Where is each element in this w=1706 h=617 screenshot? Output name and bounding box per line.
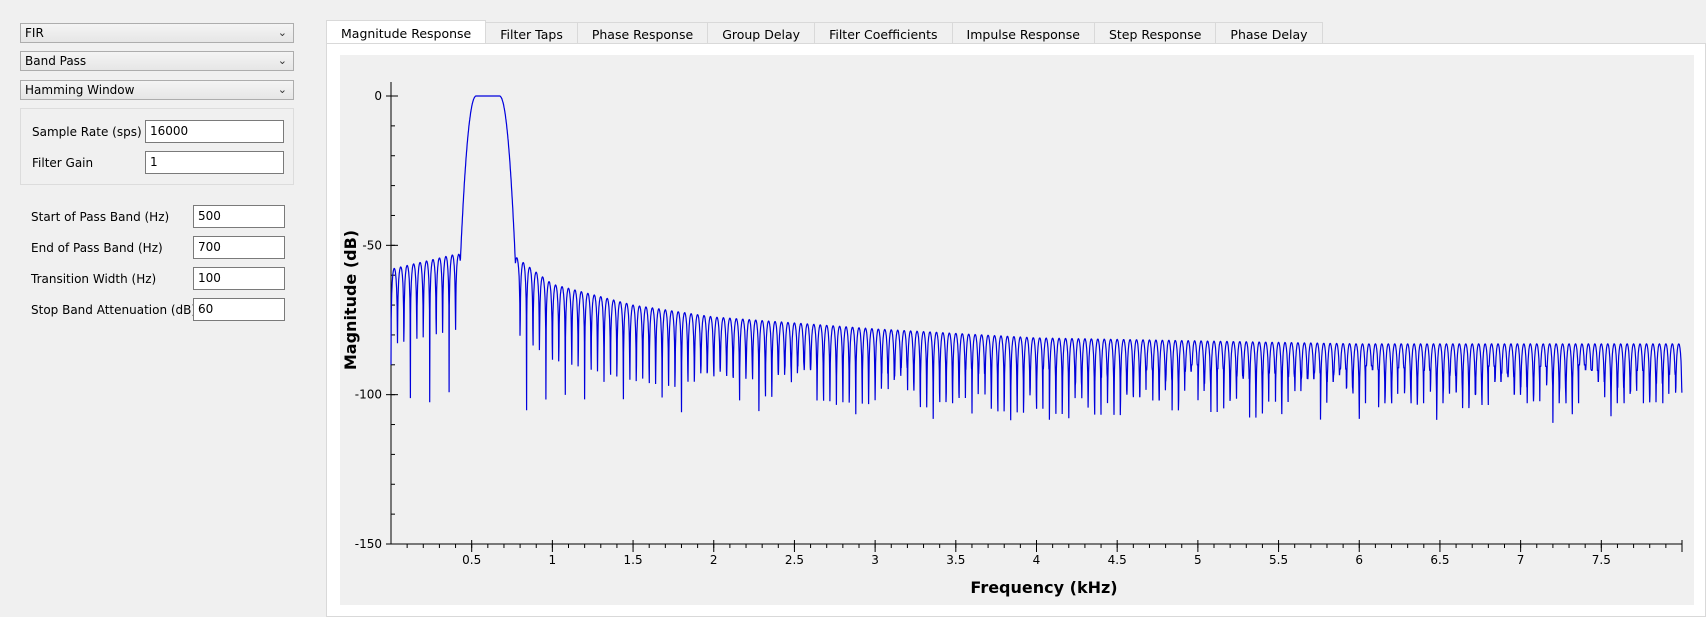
filter-settings-panel: FIR ⌄ Band Pass ⌄ Hamming Window ⌄ Sampl… xyxy=(0,0,318,617)
stop-band-attenuation-input[interactable]: 60 xyxy=(193,298,285,321)
magnitude-chart[interactable]: 0 -50 -100 -150 0.5 1 1.5 2 2.5 3 3.5 4 4.5 5 5.5 6 6.5 7… xyxy=(340,55,1694,605)
x-tick-label: 1 xyxy=(549,553,557,567)
tab-step-response[interactable]: Step Response xyxy=(1094,22,1217,44)
plot-area: 0 -50 -100 -150 0.5 1 1.5 2 2.5 3 3.5 4 4.5 5 5.5 6 6.5 7… xyxy=(340,55,1694,605)
x-tick-label: 3.5 xyxy=(946,553,965,567)
band-type-select[interactable]: Band Pass ⌄ xyxy=(20,51,294,71)
tab-impulse-response[interactable]: Impulse Response xyxy=(952,22,1095,44)
tab-bar: Magnitude Response Filter Taps Phase Res… xyxy=(326,20,1323,44)
tab-magnitude-response[interactable]: Magnitude Response xyxy=(326,20,487,44)
x-tick-label: 4.5 xyxy=(1108,553,1127,567)
transition-width-input[interactable]: 100 xyxy=(193,267,285,290)
filter-gain-input[interactable]: 1 xyxy=(145,151,284,174)
filter-type-select[interactable]: FIR ⌄ xyxy=(20,23,294,43)
sample-settings-group xyxy=(20,108,294,185)
tab-phase-response[interactable]: Phase Response xyxy=(577,22,709,44)
x-tick-label: 6 xyxy=(1355,553,1363,567)
y-tick-label: -50 xyxy=(362,238,382,252)
x-tick-label: 5.5 xyxy=(1269,553,1288,567)
x-tick-label: 2.5 xyxy=(785,553,804,567)
x-tick-label: 6.5 xyxy=(1430,553,1449,567)
response-viewer: Magnitude Response Filter Taps Phase Res… xyxy=(326,20,1706,617)
y-tick-label: -100 xyxy=(355,388,382,402)
window-type-select[interactable]: Hamming Window ⌄ xyxy=(20,80,294,100)
y-tick-label: -150 xyxy=(355,537,382,551)
x-tick-label: 1.5 xyxy=(624,553,643,567)
filter-gain-label: Filter Gain xyxy=(32,156,94,170)
x-tick-label: 5 xyxy=(1194,553,1202,567)
band-type-value: Band Pass xyxy=(25,54,87,68)
x-tick-label: 7 xyxy=(1517,553,1525,567)
stop-band-attenuation-label: Stop Band Attenuation (dB) xyxy=(31,303,197,317)
sample-rate-label: Sample Rate (sps) xyxy=(32,125,142,139)
sample-rate-input[interactable]: 16000 xyxy=(145,120,284,143)
x-tick-label: 7.5 xyxy=(1592,553,1611,567)
tab-filter-coefficients[interactable]: Filter Coefficients xyxy=(815,22,953,44)
tab-phase-delay[interactable]: Phase Delay xyxy=(1216,22,1323,44)
transition-width-label: Transition Width (Hz) xyxy=(31,272,157,286)
chevron-down-icon: ⌄ xyxy=(277,83,287,96)
x-tick-label: 3 xyxy=(871,553,879,567)
x-axis-label: Frequency (kHz) xyxy=(970,578,1117,597)
end-pass-band-input[interactable]: 700 xyxy=(193,236,285,259)
end-pass-band-label: End of Pass Band (Hz) xyxy=(31,241,163,255)
window-type-value: Hamming Window xyxy=(25,83,135,97)
x-tick-label: 0.5 xyxy=(462,553,481,567)
chevron-down-icon: ⌄ xyxy=(277,54,287,67)
magnitude-series-line xyxy=(390,95,1683,423)
tab-group-delay[interactable]: Group Delay xyxy=(708,22,816,44)
y-tick-label: 0 xyxy=(374,89,382,103)
filter-type-value: FIR xyxy=(25,26,44,40)
magnitude-response-pane: 0 -50 -100 -150 0.5 1 1.5 2 2.5 3 3.5 4 4.5 5 5.5 6 6.5 7… xyxy=(326,43,1706,617)
x-tick-label: 2 xyxy=(710,553,718,567)
chart-axes: 0 -50 -100 -150 0.5 1 1.5 2 2.5 3 3.5 4 4.5 5 5.5 6 6.5 7… xyxy=(355,82,1683,567)
start-pass-band-label: Start of Pass Band (Hz) xyxy=(31,210,170,224)
tab-filter-taps[interactable]: Filter Taps xyxy=(486,22,578,44)
x-tick-label: 4 xyxy=(1033,553,1041,567)
y-axis-label: Magnitude (dB) xyxy=(341,230,360,370)
start-pass-band-input[interactable]: 500 xyxy=(193,205,285,228)
chevron-down-icon: ⌄ xyxy=(277,26,287,39)
